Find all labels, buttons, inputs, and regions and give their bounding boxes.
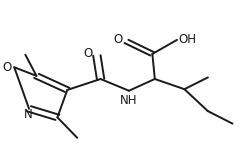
Text: O: O	[113, 33, 123, 46]
Text: N: N	[24, 108, 32, 121]
Text: O: O	[2, 61, 11, 74]
Text: OH: OH	[178, 33, 196, 46]
Text: O: O	[83, 47, 92, 60]
Text: NH: NH	[120, 94, 138, 107]
